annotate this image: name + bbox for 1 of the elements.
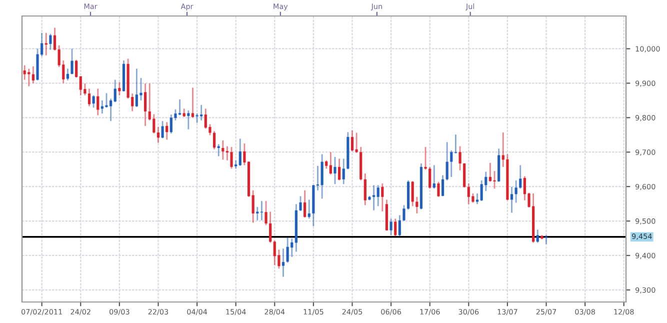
candlestick: [544, 234, 548, 245]
